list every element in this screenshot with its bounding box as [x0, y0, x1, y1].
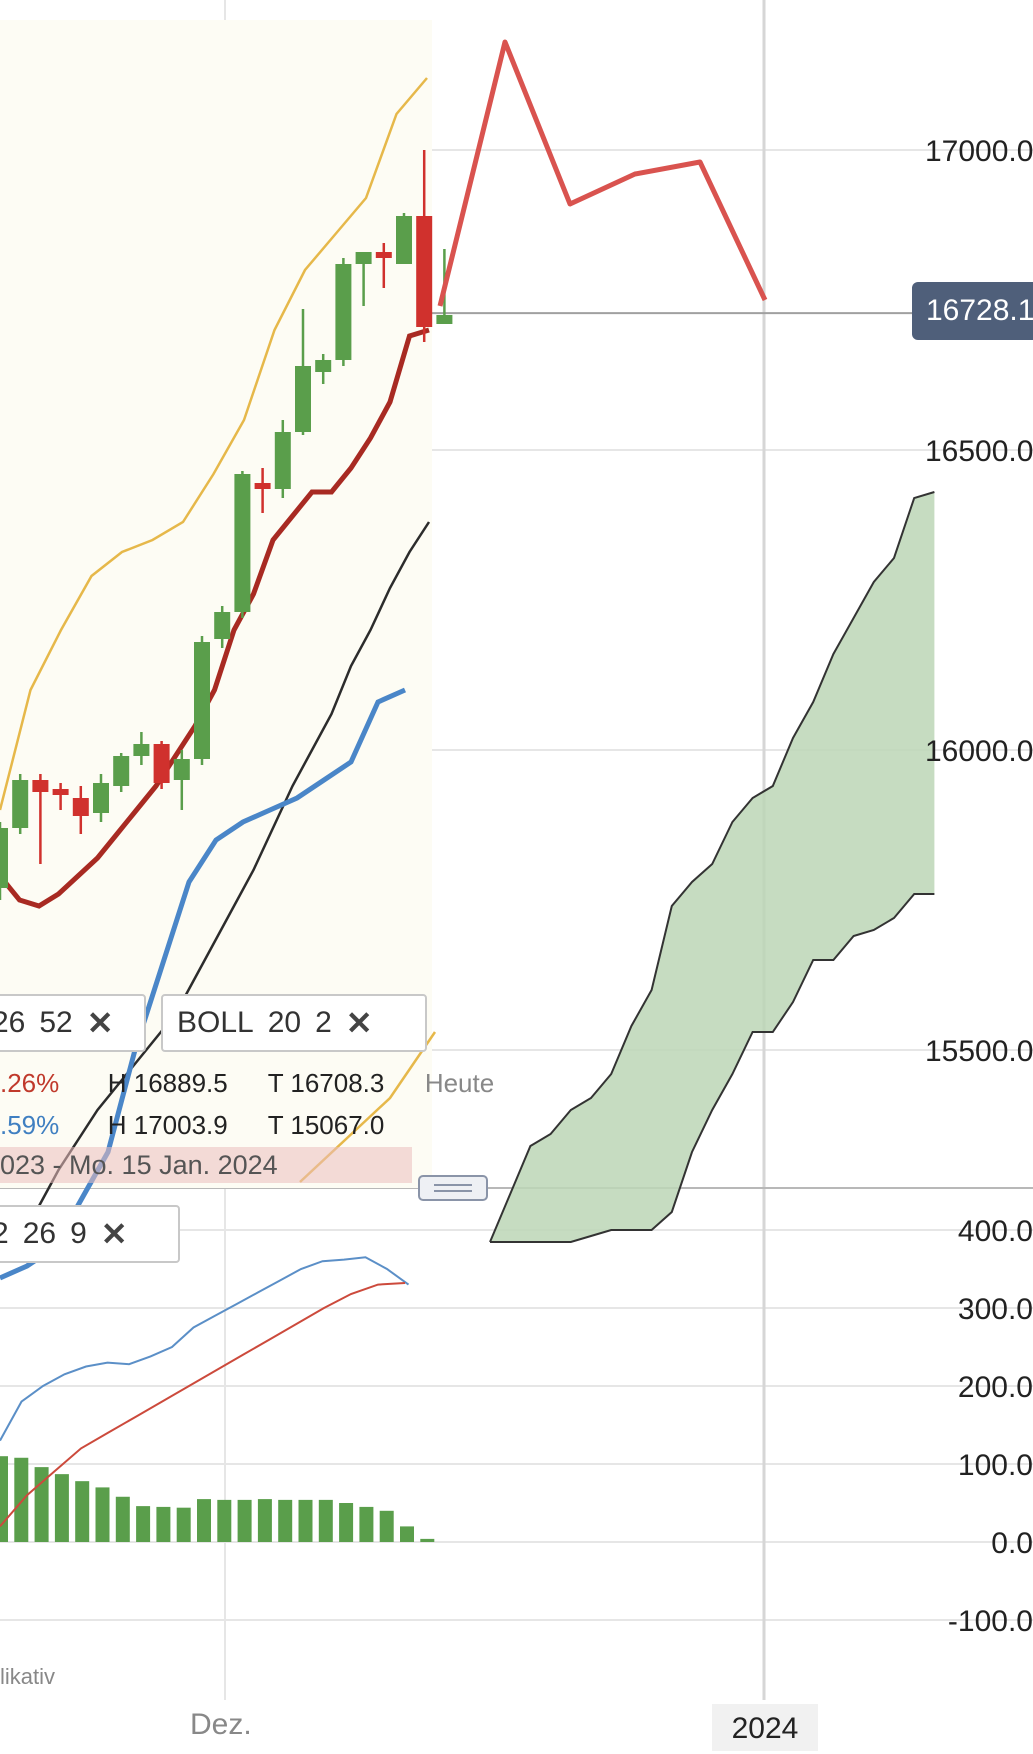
macd-bar — [298, 1499, 313, 1542]
candle-body — [396, 216, 412, 264]
chip-param: 26 — [22, 1217, 57, 1250]
year-label: 2024 — [712, 1704, 818, 1751]
boll-upper-line — [0, 77, 428, 811]
candles — [0, 150, 453, 900]
range-highlight — [0, 20, 432, 1188]
price-axis: 17000.0 16500.0 16000.0 15500.0 400.0 300.0 20… — [925, 135, 1033, 1638]
cloud-area — [490, 492, 935, 1242]
macd-bar — [14, 1457, 29, 1542]
chip-param: 9 — [70, 1217, 87, 1250]
info-row-range: .59% H 17003.9 T 15067.0 — [0, 1110, 384, 1141]
candle-body — [254, 483, 271, 489]
senkou-a-line — [489, 491, 935, 1243]
candle-body — [214, 612, 231, 639]
candle-body — [113, 756, 130, 786]
signal-line — [0, 1282, 406, 1528]
close-icon[interactable]: ✕ — [86, 1005, 114, 1041]
candle-body — [274, 432, 291, 489]
candle-body — [32, 780, 49, 792]
macd-tick-label: 400.0 — [958, 1215, 1033, 1248]
macd-tick-label: 300.0 — [958, 1293, 1033, 1326]
macd-bar — [156, 1506, 171, 1542]
macd-bar — [379, 1510, 394, 1542]
macd-bar — [237, 1499, 252, 1542]
low-value: T 16708.3 — [267, 1068, 385, 1098]
chip-param: 52 — [39, 1006, 73, 1039]
macd-tick-label: -100.0 — [948, 1605, 1033, 1638]
month-label: Dez. — [190, 1708, 252, 1741]
current-price-tag: 16728.1 — [912, 282, 1033, 340]
macd-bar — [217, 1499, 232, 1542]
macd-bar — [136, 1506, 151, 1542]
candle-body — [173, 759, 190, 780]
candle-body — [153, 744, 170, 783]
macd-chip[interactable]: 2 26 9 ✕ — [0, 1205, 180, 1263]
candle-body — [133, 744, 150, 756]
chip-param: 20 — [267, 1006, 302, 1039]
macd-bar — [420, 1538, 435, 1542]
low-value: T 15067.0 — [267, 1110, 385, 1140]
macd-tick-label: 0.0 — [991, 1527, 1033, 1560]
candle-body — [335, 264, 352, 360]
period-label: Heute — [424, 1068, 495, 1098]
chip-param: 2 — [315, 1006, 332, 1039]
candle-body — [416, 216, 433, 327]
candle-body — [93, 783, 109, 813]
macd-bar — [54, 1474, 69, 1542]
candle-body — [375, 252, 392, 258]
price-tick-label: 16500.0 — [925, 435, 1033, 468]
macd-line — [0, 1256, 410, 1442]
senkou-b-line — [490, 893, 935, 1243]
candle-body — [72, 798, 89, 816]
macd-tick-label: 100.0 — [958, 1449, 1033, 1482]
candle-body — [355, 252, 372, 264]
candle-body — [315, 360, 332, 372]
candle-body — [12, 780, 29, 828]
macd-bar — [115, 1496, 130, 1542]
macd-bar — [278, 1499, 293, 1542]
macd-panel — [0, 1256, 435, 1542]
candle-body — [194, 642, 210, 759]
macd-bar — [95, 1487, 110, 1542]
price-tick-label: 15500.0 — [925, 1035, 1033, 1068]
candle-body — [436, 315, 453, 324]
forecast-line — [437, 39, 768, 307]
macd-bar — [318, 1499, 333, 1542]
candle-body — [0, 828, 8, 888]
price-tick-label: 17000.0 — [925, 135, 1033, 168]
macd-tick-label: 200.0 — [958, 1371, 1033, 1404]
change-percent: .26% — [0, 1068, 60, 1098]
macd-bar — [359, 1506, 374, 1542]
macd-bar — [339, 1503, 354, 1542]
high-value: H 16889.5 — [107, 1068, 228, 1098]
change-percent: .59% — [0, 1110, 60, 1140]
macd-bar — [176, 1507, 191, 1542]
kijun-line — [0, 327, 430, 909]
macd-bar — [0, 1456, 8, 1542]
candle-body — [234, 474, 251, 612]
forecast-path — [437, 39, 768, 307]
ichimoku-cloud — [489, 491, 935, 1243]
date-range-label: 023 - Mo. 15 Jan. 2024 — [0, 1147, 412, 1183]
macd-bar — [257, 1499, 272, 1542]
chip-name: BOLL — [177, 1006, 254, 1039]
panel-resize-handle[interactable] — [418, 1175, 488, 1201]
footer-note: likativ — [0, 1664, 56, 1689]
ichimoku-chip[interactable]: 26 52 ✕ — [0, 994, 146, 1052]
price-tick-label: 16000.0 — [925, 735, 1033, 768]
close-icon[interactable]: ✕ — [345, 1005, 373, 1041]
boll-chip[interactable]: BOLL 20 2 ✕ — [161, 994, 427, 1052]
chip-param: 26 — [0, 1006, 26, 1039]
candle-body — [52, 789, 69, 795]
chip-param: 2 — [0, 1217, 9, 1250]
close-icon[interactable]: ✕ — [100, 1216, 128, 1252]
macd-bar — [197, 1499, 211, 1542]
high-value: H 17003.9 — [107, 1110, 228, 1140]
macd-bar — [400, 1526, 414, 1542]
macd-bar — [75, 1481, 90, 1542]
info-row-today: .26% H 16889.5 T 16708.3 Heute — [0, 1068, 494, 1099]
candle-body — [295, 366, 311, 432]
